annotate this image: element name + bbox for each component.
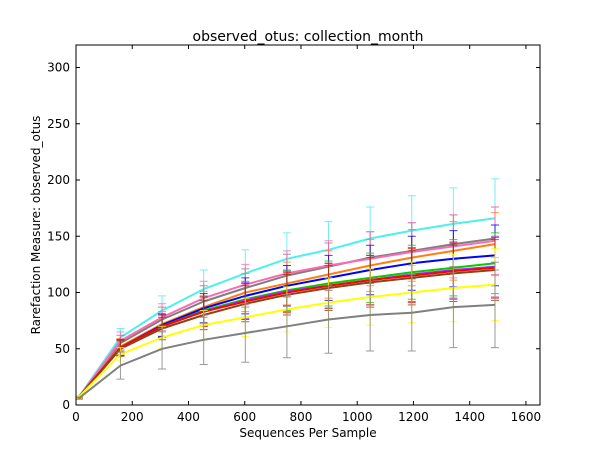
error-bar-10-6 — [324, 285, 333, 354]
x-tick-label: 1600 — [511, 410, 542, 424]
error-bar-10-8 — [407, 274, 416, 352]
plot-frame — [75, 44, 541, 406]
x-tick-label: 600 — [233, 410, 256, 424]
x-tick-label: 800 — [290, 410, 313, 424]
error-bar-10-9 — [449, 266, 458, 349]
x-tick-label: 400 — [177, 410, 200, 424]
error-bar-10-3 — [199, 314, 208, 365]
x-tick-label: 1200 — [398, 410, 429, 424]
y-tick-label: 150 — [47, 229, 70, 243]
x-tick-label: 200 — [121, 410, 144, 424]
x-tick-label: 1000 — [342, 410, 373, 424]
y-tick-label: 200 — [47, 173, 70, 187]
axes: 0 200 400 600 800 1000 1200 1400 1600 0 50 100 150 20… — [47, 44, 542, 424]
error-bar-10-7 — [366, 278, 375, 352]
y-tick-label: 100 — [47, 286, 70, 300]
error-bar-10-10 — [491, 261, 500, 349]
y-axis-label: Rarefaction Measure: observed_otus — [29, 116, 43, 335]
error-bar-10-4 — [241, 303, 250, 363]
x-tick-label: 1400 — [454, 410, 485, 424]
x-axis-label: Sequences Per Sample — [239, 426, 376, 440]
y-tick-label: 300 — [47, 61, 70, 75]
series-group — [76, 178, 500, 400]
error-bar-10-1 — [116, 351, 125, 380]
error-bar-10-5 — [282, 294, 291, 359]
error-bar-10-2 — [158, 328, 167, 370]
y-tick-label: 0 — [62, 398, 70, 412]
chart-title: observed_otus: collection_month — [193, 29, 424, 45]
x-tick-label: 0 — [72, 410, 80, 424]
y-tick-label: 250 — [47, 117, 70, 131]
y-tick-label: 50 — [55, 342, 70, 356]
plot-area — [76, 178, 500, 400]
